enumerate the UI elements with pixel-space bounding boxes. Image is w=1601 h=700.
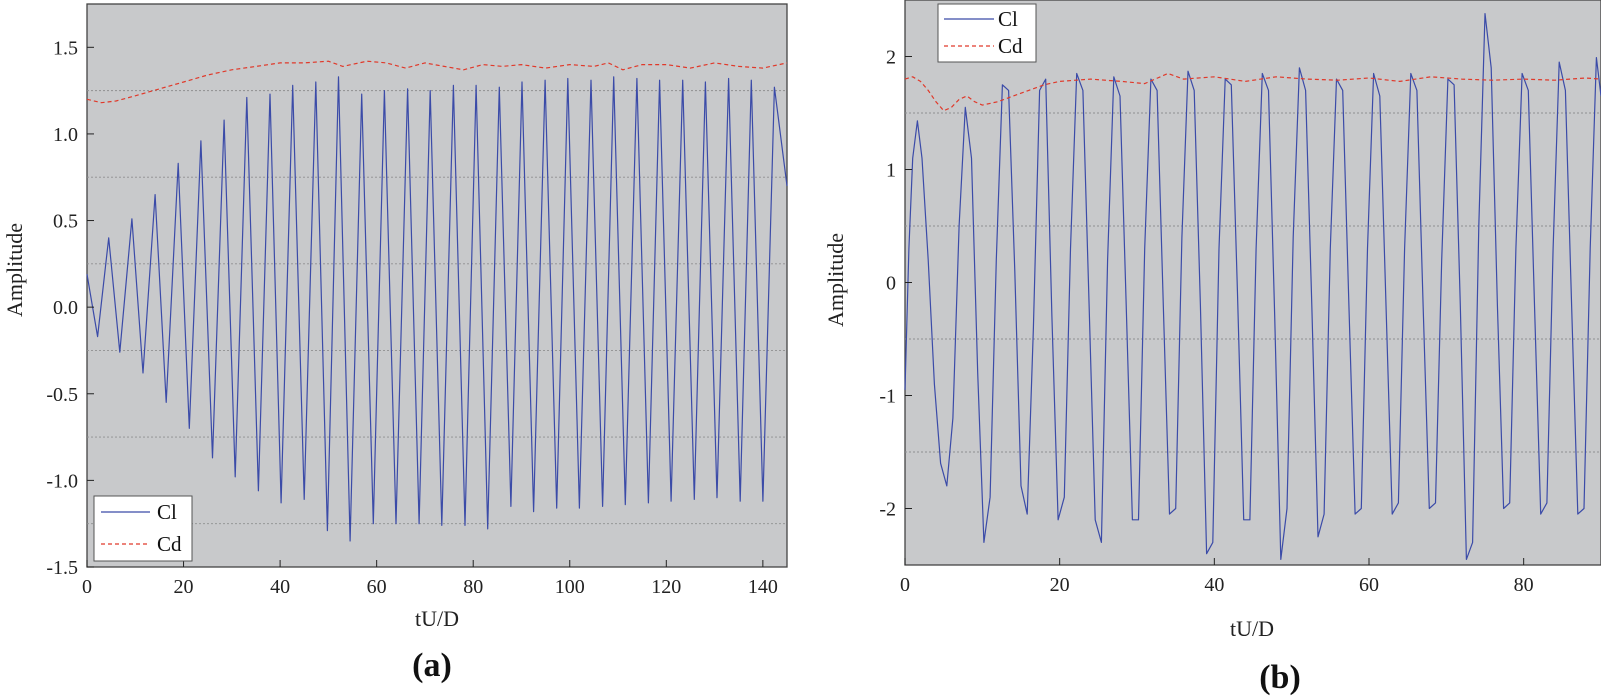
y-tick-label: 0.0 <box>53 297 78 319</box>
series-layer-b <box>904 13 1601 561</box>
x-tick-label: 120 <box>651 576 681 598</box>
x-tick-label: 140 <box>748 576 778 598</box>
x-tick-label: 40 <box>270 576 290 598</box>
legend-b: Cl Cd <box>937 3 1037 63</box>
panel-label-b: (b) <box>1259 659 1301 696</box>
legend-label-cd-b: Cd <box>998 34 1023 58</box>
x-tick-label: 60 <box>1359 574 1379 596</box>
x-tick-label: 80 <box>463 576 483 598</box>
x-tick-label: 20 <box>1050 574 1070 596</box>
y-tick-label: -2 <box>879 499 896 521</box>
legend-a: Cl Cd <box>93 495 193 562</box>
gridlines-b <box>905 112 1601 453</box>
series-layer-a <box>86 60 788 542</box>
legend-label-cl-a: Cl <box>157 500 177 524</box>
y-axis-title-a: Amplitude <box>2 223 27 317</box>
y-tick-label: -1 <box>879 386 896 408</box>
x-tick-label: 80 <box>1514 574 1534 596</box>
legend-label-cd-a: Cd <box>157 532 182 556</box>
y-tick-label: 2 <box>886 47 896 69</box>
x-axis-title-b: tU/D <box>1230 616 1274 641</box>
x-tick-label: 40 <box>1204 574 1224 596</box>
y-tick-label: 1 <box>886 160 896 182</box>
y-tick-label: -1.5 <box>46 557 78 579</box>
panel-label-a: (a) <box>412 647 452 684</box>
series-line-cd <box>86 60 788 104</box>
axes-a: 0 20 40 60 80 100 120 140 -1.5 -1.0 -0.5 0.0 0.5 1.0 1… <box>46 37 778 598</box>
axes-b: 0 20 40 60 80 -2 -1 0 1 2 <box>879 47 1533 597</box>
chart-panel-b: 0 20 40 60 80 -2 -1 0 1 2 Cl Cd tU/D Amplitude (b… <box>823 0 1601 696</box>
x-tick-label: 0 <box>900 574 910 596</box>
y-tick-label: -0.5 <box>46 384 78 406</box>
legend-label-cl-b: Cl <box>998 7 1018 31</box>
x-tick-label: 20 <box>174 576 194 598</box>
x-axis-title-a: tU/D <box>415 606 459 631</box>
x-tick-label: 60 <box>367 576 387 598</box>
y-tick-label: 0.5 <box>53 211 78 233</box>
legend-box-a <box>93 495 193 562</box>
series-line-cl <box>904 13 1601 561</box>
x-tick-label: 0 <box>82 576 92 598</box>
legend-box-b <box>937 3 1037 63</box>
y-tick-label: -1.0 <box>46 470 78 492</box>
series-line-cl <box>86 76 788 542</box>
x-tick-label: 100 <box>555 576 585 598</box>
chart-panel-a: 0 20 40 60 80 100 120 140 -1.5 -1.0 -0.5 0.0 0.5 1.0 1… <box>2 3 788 684</box>
y-tick-label: 1.5 <box>53 37 78 59</box>
y-tick-label: 1.0 <box>53 124 78 146</box>
series-line-cd <box>904 72 1601 112</box>
y-axis-title-b: Amplitude <box>823 233 848 327</box>
y-tick-label: 0 <box>886 273 896 295</box>
